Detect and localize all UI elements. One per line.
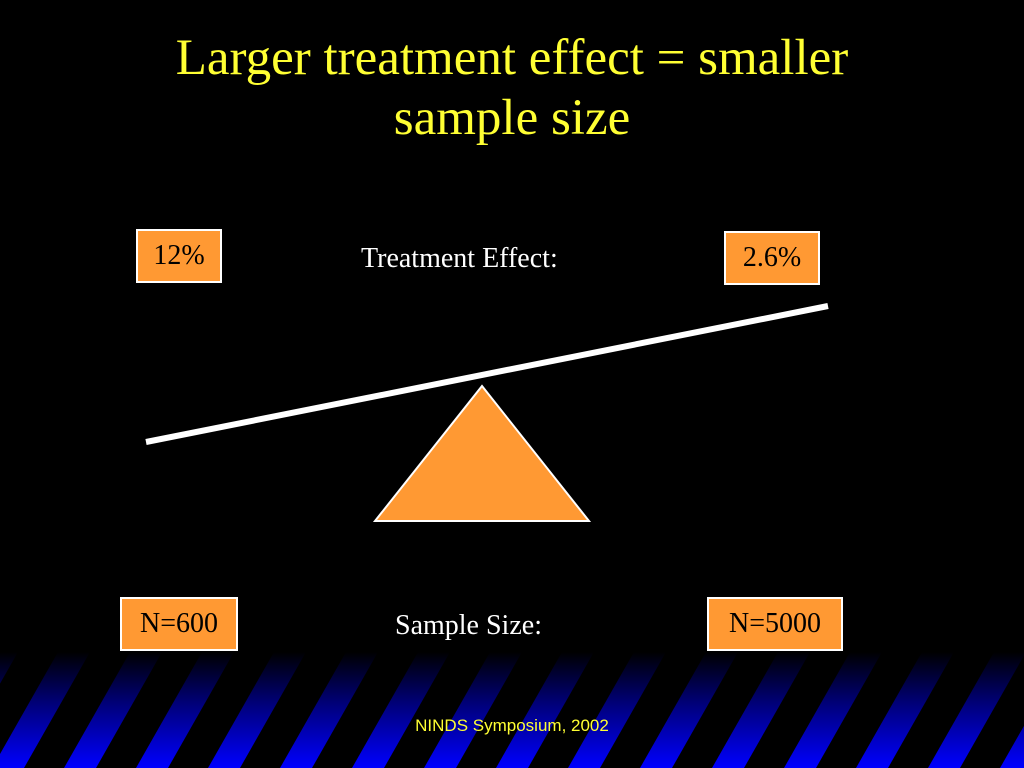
stripe — [528, 652, 634, 768]
treatment-effect-left-box: 12% — [136, 229, 222, 283]
treatment-effect-label: Treatment Effect: — [361, 243, 558, 274]
treatment-effect-right-box: 2.6% — [724, 231, 820, 285]
title-line-1: Larger treatment effect = smaller — [175, 30, 849, 86]
stripe-pattern — [0, 652, 1024, 768]
sample-size-left-box: N=600 — [120, 597, 238, 651]
slide-title: Larger treatment effect = smaller sample… — [40, 28, 984, 148]
stripe — [384, 652, 490, 768]
sample-size-label: Sample Size: — [395, 610, 542, 641]
seesaw-beam — [145, 303, 829, 445]
stripe — [96, 652, 202, 768]
stripe — [672, 652, 778, 768]
title-line-2: sample size — [393, 90, 631, 146]
stripe — [744, 652, 850, 768]
stripe — [888, 652, 994, 768]
footer-stripe-band — [0, 652, 1024, 768]
stripe — [600, 652, 706, 768]
stripe — [168, 652, 274, 768]
seesaw-fulcrum — [372, 384, 592, 522]
stripe — [456, 652, 562, 768]
footer-text: NINDS Symposium, 2002 — [415, 716, 609, 735]
stripe — [240, 652, 346, 768]
sample-size-right-box: N=5000 — [707, 597, 843, 651]
stripe — [816, 652, 922, 768]
stripe — [312, 652, 418, 768]
stripe — [24, 652, 130, 768]
